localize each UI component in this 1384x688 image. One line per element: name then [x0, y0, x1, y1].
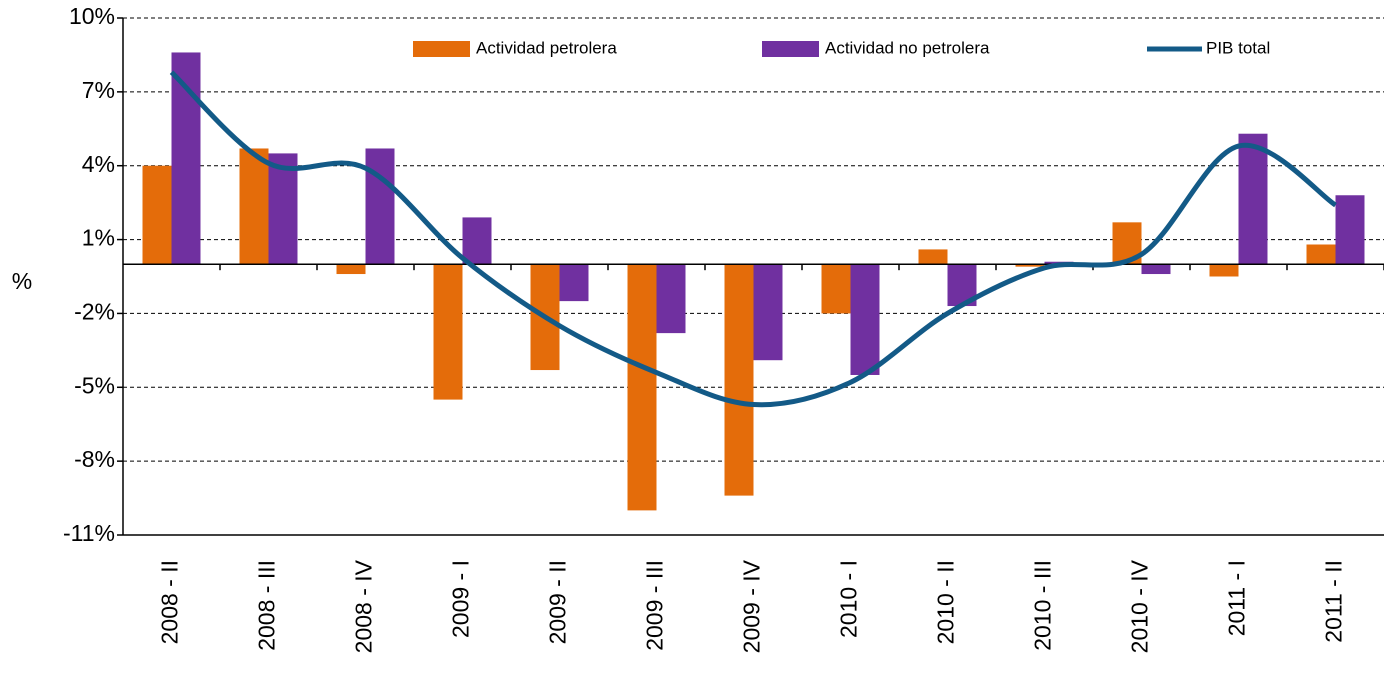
x-tick-label: 2011 - II — [1321, 560, 1347, 643]
bar — [1306, 244, 1336, 265]
bar — [724, 264, 754, 496]
line — [169, 70, 1337, 408]
x-tick-label: 2010 - I — [836, 560, 862, 638]
x-tick-label: 2011 - I — [1224, 560, 1250, 636]
bar — [627, 264, 657, 511]
x-tick-label: 2009 - II — [545, 560, 571, 644]
bar — [239, 148, 269, 265]
bar — [1209, 264, 1239, 277]
x-tick-label: 2008 - III — [254, 560, 280, 651]
y-tick-label: -5% — [74, 372, 115, 398]
bar — [268, 153, 298, 265]
x-tick-label: 2008 - II — [157, 560, 183, 644]
legend-swatch — [413, 41, 470, 57]
bar — [462, 217, 492, 265]
y-axis-label: % — [12, 268, 32, 294]
bar — [1238, 133, 1268, 265]
x-tick-label: 2009 - I — [448, 560, 474, 638]
y-tick-label: -8% — [74, 446, 115, 472]
x-tick-label: 2008 - IV — [351, 559, 377, 653]
bar — [365, 148, 395, 265]
x-tick-label: 2010 - IV — [1127, 559, 1153, 653]
bar — [336, 264, 366, 275]
bar — [918, 249, 948, 265]
y-tick-label: 7% — [82, 77, 115, 103]
y-tick-label: -11% — [63, 520, 115, 546]
y-tick-label: 4% — [82, 151, 115, 177]
bar — [1335, 195, 1365, 265]
y-tick-label: 1% — [82, 225, 115, 251]
x-tick-label: 2010 - III — [1030, 560, 1056, 651]
x-tick-label: 2009 - IV — [739, 559, 765, 653]
legend-label: Actividad petrolera — [476, 38, 617, 57]
bar — [850, 264, 880, 375]
x-tick-label: 2010 - II — [933, 560, 959, 644]
legend-swatch — [762, 41, 819, 57]
bar — [1141, 264, 1171, 275]
bar — [433, 264, 463, 400]
legend-label: PIB total — [1206, 38, 1270, 57]
bar — [821, 264, 851, 314]
bar — [1015, 264, 1045, 267]
legend-label: Actividad no petrolera — [825, 38, 990, 57]
bar — [656, 264, 686, 334]
y-tick-label: 10% — [69, 3, 115, 29]
y-tick-label: -2% — [74, 299, 115, 325]
x-tick-label: 2009 - III — [642, 560, 668, 651]
bar — [142, 165, 172, 265]
bar — [753, 264, 783, 361]
bar — [559, 264, 589, 302]
